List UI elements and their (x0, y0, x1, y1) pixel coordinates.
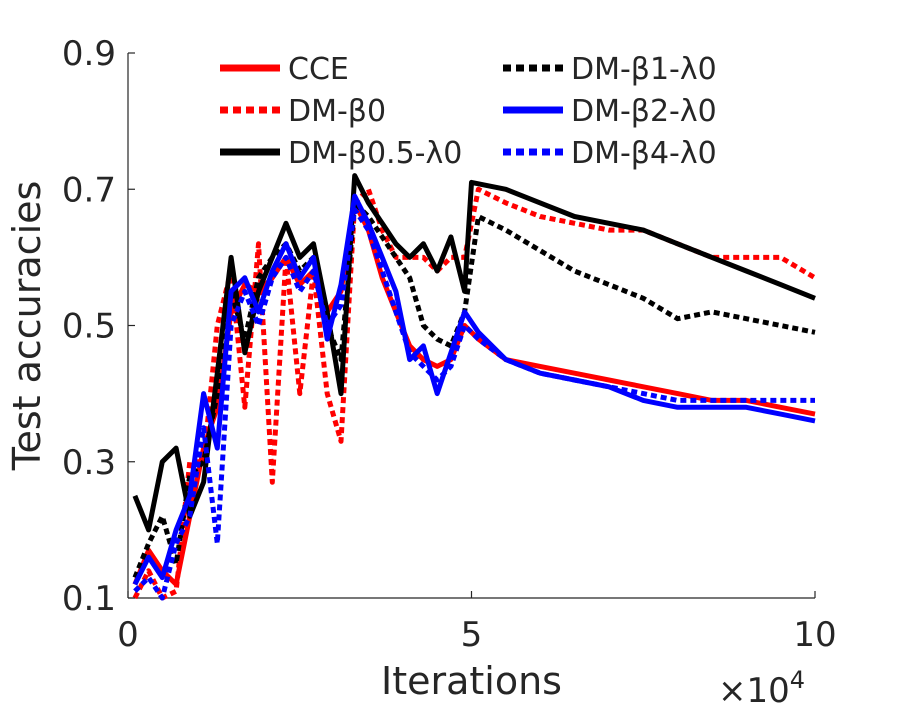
legend-item: DM-β4-λ0 (503, 136, 717, 171)
x-tick-label: 5 (461, 615, 483, 655)
x-axis-ticks: 0 5 10 (117, 591, 837, 655)
x-axis-multiplier-base: ×10 (718, 671, 790, 711)
x-axis-multiplier: ×104 (718, 666, 805, 711)
y-axis-title: Test accuracies (5, 181, 49, 472)
legend-item: DM-β1-λ0 (503, 52, 717, 87)
y-tick-label: 0.7 (62, 170, 116, 210)
legend-item: DM-β2-λ0 (503, 94, 717, 129)
legend-label: DM-β1-λ0 (571, 52, 717, 87)
y-tick-label: 0.5 (62, 307, 116, 347)
y-tick-label: 0.1 (62, 579, 116, 619)
series-layer (132, 173, 817, 601)
legend-item: DM-β0.5-λ0 (220, 136, 462, 171)
legend-item: DM-β0 (220, 94, 386, 129)
x-axis-multiplier-exponent: 4 (790, 666, 805, 694)
legend-label: DM-β0.5-λ0 (288, 136, 462, 171)
y-tick-label: 0.3 (62, 443, 116, 483)
legend-label: DM-β2-λ0 (571, 94, 717, 129)
legend-label: DM-β0 (288, 94, 386, 129)
series-line-3 (132, 200, 816, 579)
x-axis-title: Iterations (381, 659, 562, 703)
series-line-2 (132, 173, 816, 533)
y-axis-ticks: 0.1 0.3 0.5 0.7 0.9 (62, 34, 135, 619)
x-tick-label: 0 (117, 615, 139, 655)
legend-label: CCE (288, 52, 349, 87)
legend-label: DM-β4-λ0 (571, 136, 717, 171)
y-tick-label: 0.9 (62, 34, 116, 74)
series-line-5 (133, 207, 815, 601)
x-tick-label: 10 (793, 615, 836, 655)
legend-item: CCE (220, 52, 349, 87)
legend: CCE DM-β0 DM-β0.5-λ0 DM-β1-λ0 DM-β2-λ0 DM-β4-… (220, 52, 717, 171)
